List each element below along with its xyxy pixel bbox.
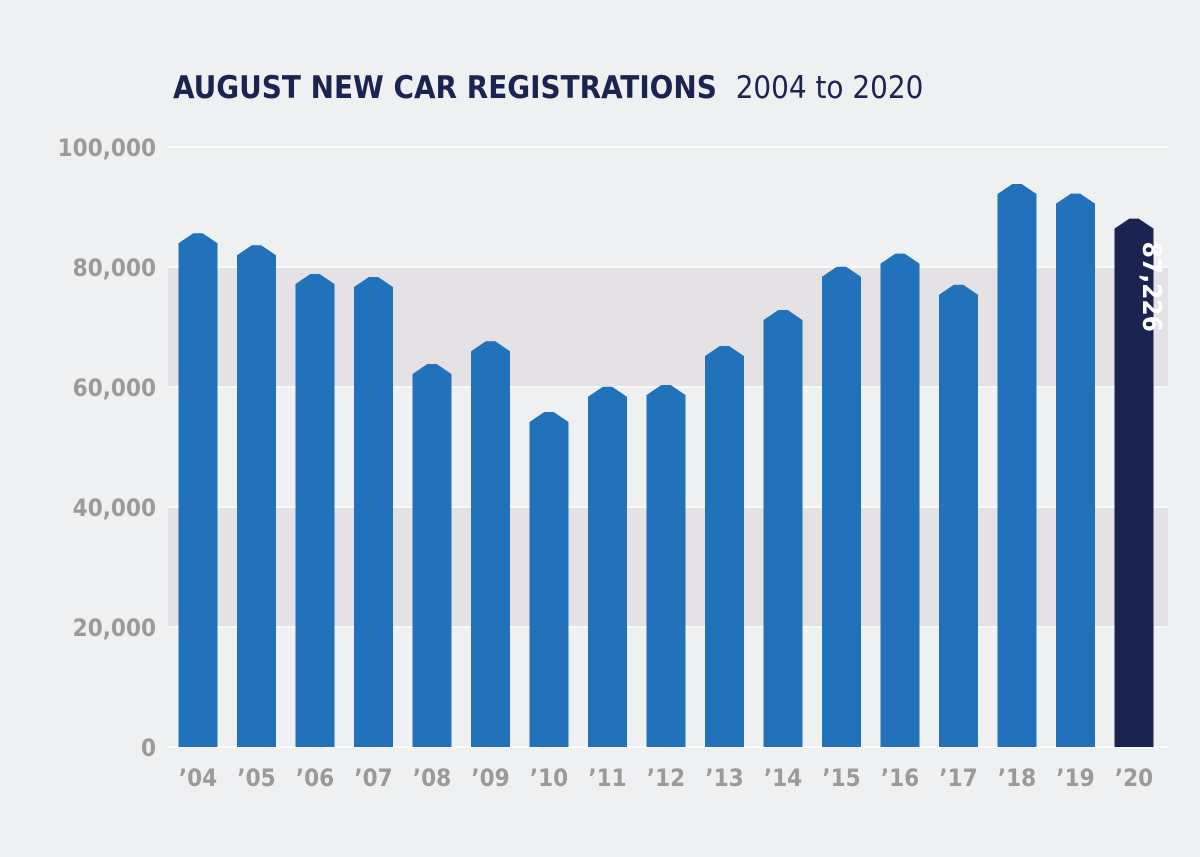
x-tick-label: ’11 bbox=[588, 764, 626, 792]
x-tick-label: ’10 bbox=[530, 764, 568, 792]
bar-1 bbox=[237, 245, 276, 747]
chart-title-main: AUGUST NEW CAR REGISTRATIONS bbox=[173, 70, 717, 106]
bar-4 bbox=[412, 364, 452, 747]
x-tick-label: ’07 bbox=[354, 764, 392, 792]
bar-10 bbox=[763, 310, 803, 747]
x-tick-label: ’20 bbox=[1115, 764, 1153, 792]
bar-15 bbox=[1056, 193, 1095, 748]
x-tick-label: ’16 bbox=[881, 764, 919, 792]
bar-2 bbox=[295, 274, 335, 747]
x-tick-label: ’18 bbox=[998, 764, 1036, 792]
y-axis-ticks: 0 20,000 40,000 60,000 80,000 100,000 bbox=[58, 134, 156, 762]
x-tick-label: ’17 bbox=[939, 764, 977, 792]
x-tick-label: ’09 bbox=[471, 764, 509, 792]
y-tick-label: 40,000 bbox=[73, 494, 156, 522]
chart-subtitle: 2004 to 2020 bbox=[736, 70, 924, 106]
bar-7 bbox=[588, 386, 627, 747]
bar-value-label: 87,226 bbox=[1136, 242, 1166, 332]
x-tick-label: ’15 bbox=[822, 764, 860, 792]
bar-5 bbox=[471, 341, 510, 747]
x-tick-label: ’19 bbox=[1056, 764, 1094, 792]
bar-16 bbox=[1114, 218, 1154, 748]
bar-6 bbox=[529, 412, 569, 747]
bar-8 bbox=[646, 385, 686, 747]
x-tick-label: ’05 bbox=[237, 764, 275, 792]
y-tick-label: 80,000 bbox=[73, 254, 156, 282]
bar-12 bbox=[880, 253, 920, 747]
bar-9 bbox=[705, 346, 744, 747]
bar-14 bbox=[997, 184, 1037, 747]
x-tick-label: ’06 bbox=[296, 764, 334, 792]
y-tick-label: 100,000 bbox=[58, 134, 156, 162]
x-tick-label: ’13 bbox=[705, 764, 743, 792]
bars: 87,226 bbox=[178, 184, 1166, 748]
y-tick-label: 20,000 bbox=[73, 614, 156, 642]
y-tick-label: 0 bbox=[141, 734, 156, 762]
chart-title: AUGUST NEW CAR REGISTRATIONS 2004 to 202… bbox=[173, 70, 923, 106]
x-tick-label: ’04 bbox=[179, 764, 217, 792]
bar-3 bbox=[354, 277, 393, 747]
x-tick-label: ’08 bbox=[413, 764, 451, 792]
y-tick-label: 60,000 bbox=[73, 374, 156, 402]
x-tick-label: ’14 bbox=[764, 764, 802, 792]
bar-0 bbox=[178, 233, 218, 747]
x-tick-label: ’12 bbox=[647, 764, 685, 792]
bar-13 bbox=[939, 284, 978, 747]
x-axis-ticks: ’04 ’05 ’06 ’07 ’08 ’09 ’10 ’11 ’12 ’13 ’14 ’15 ’16 ’… bbox=[179, 764, 1153, 792]
bar-11 bbox=[822, 266, 861, 747]
